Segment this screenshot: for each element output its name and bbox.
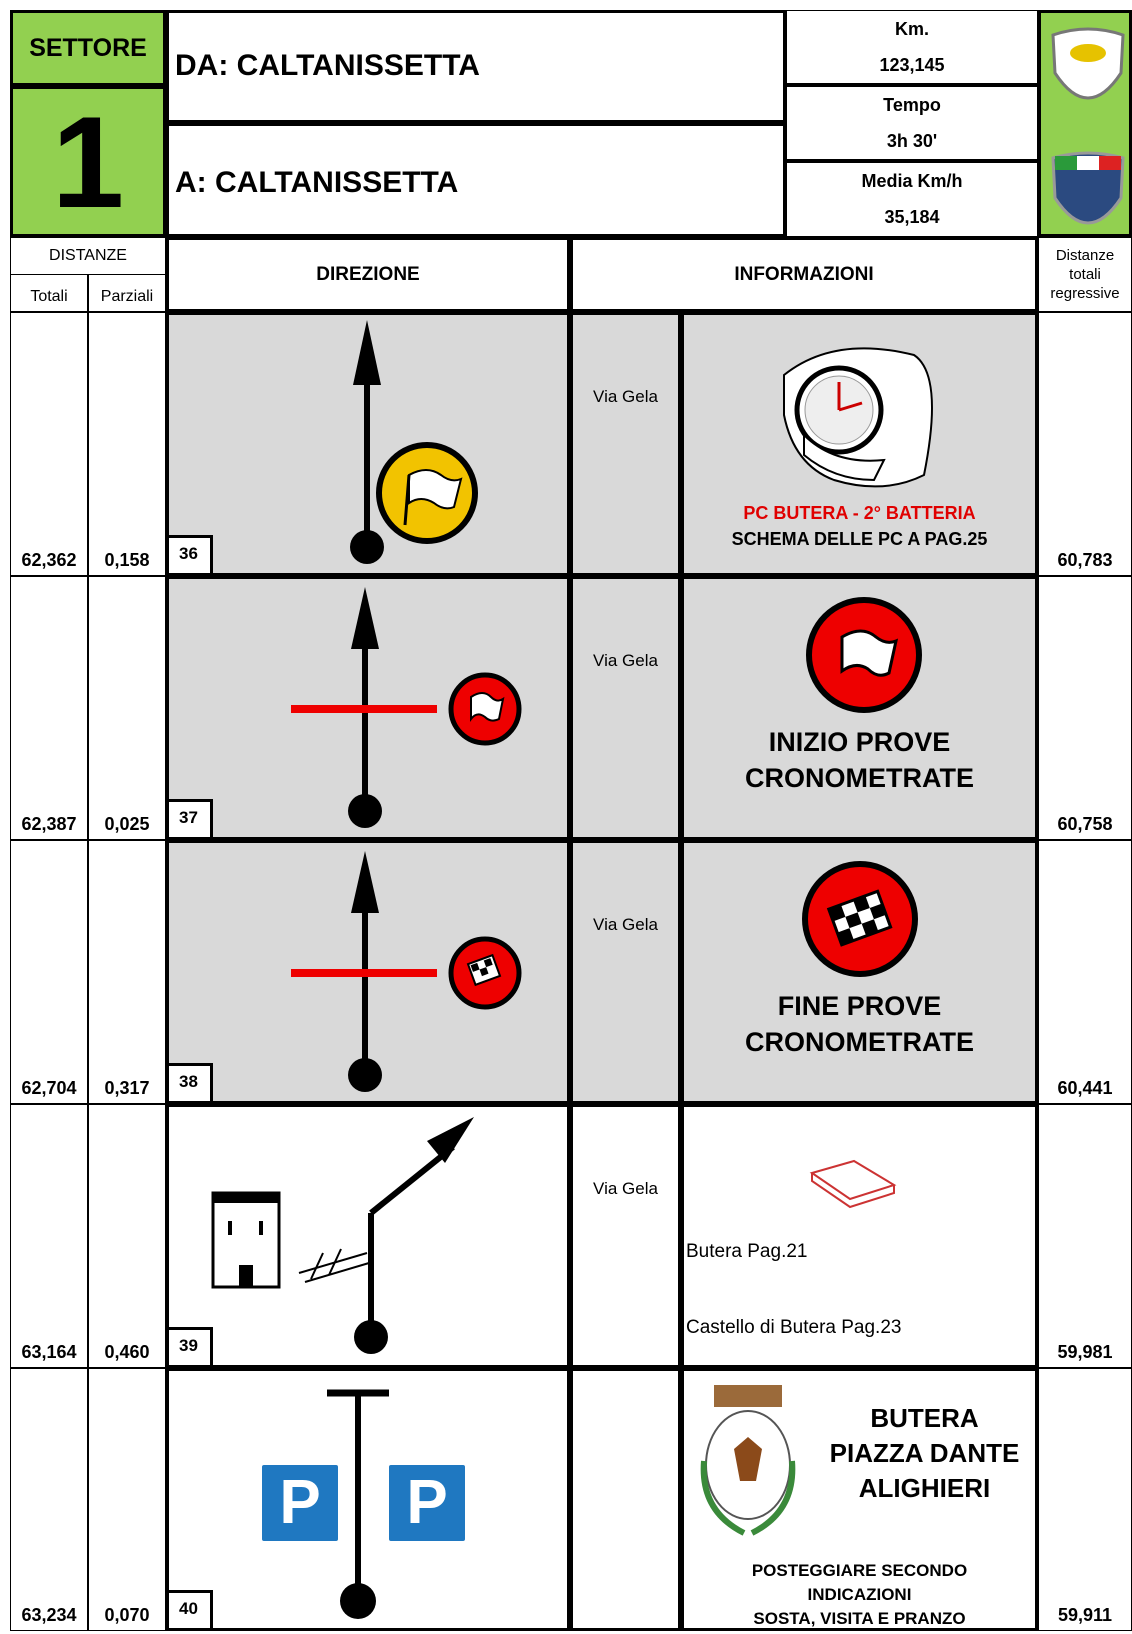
street: Via Gela bbox=[593, 651, 658, 670]
partial-cell: 0,158 bbox=[88, 312, 166, 576]
total-cell: 62,362 bbox=[10, 312, 88, 576]
km-label: Km. bbox=[786, 10, 1038, 48]
info-cell: FINE PROVE CRONOMETRATE bbox=[681, 840, 1038, 1104]
info-line: Butera Pag.21 bbox=[686, 1241, 808, 1262]
info-cell: BUTERA PIAZZA DANTE ALIGHIERI POSTEGGIAR… bbox=[681, 1368, 1038, 1631]
step-number: 36 bbox=[169, 535, 213, 573]
finish-flag-icon bbox=[802, 861, 918, 977]
start-flag-icon bbox=[806, 597, 922, 713]
direction-cell: 38 bbox=[166, 840, 570, 1104]
step-number: 37 bbox=[169, 799, 213, 837]
direction-cell: 36 bbox=[166, 312, 570, 576]
street-cell: Via Gela bbox=[570, 1104, 681, 1368]
direction-diagram bbox=[350, 320, 478, 564]
total: 62,362 bbox=[21, 550, 77, 570]
total: 62,387 bbox=[21, 814, 77, 834]
direction-diagram bbox=[211, 1117, 474, 1354]
col-direction: DIREZIONE bbox=[166, 237, 570, 312]
partial-cell: 0,070 bbox=[88, 1368, 166, 1631]
direction-cell: P P 40 bbox=[166, 1368, 570, 1631]
info-line: CRONOMETRATE bbox=[745, 1027, 974, 1057]
regressive-cell: 60,783 bbox=[1038, 312, 1132, 576]
step-number: 40 bbox=[169, 1590, 213, 1628]
partial-cell: 0,317 bbox=[88, 840, 166, 1104]
svg-text:P: P bbox=[279, 1468, 320, 1537]
street: Via Gela bbox=[593, 387, 658, 406]
total-cell: 63,164 bbox=[10, 1104, 88, 1368]
col-information: INFORMAZIONI bbox=[570, 237, 1038, 312]
to: A: CALTANISSETTA bbox=[166, 123, 786, 237]
col-regressive: Distanze totali regressive bbox=[1038, 237, 1132, 312]
regressive-cell: 60,441 bbox=[1038, 840, 1132, 1104]
direction-cell: 39 bbox=[166, 1104, 570, 1368]
regressive-cell: 59,981 bbox=[1038, 1104, 1132, 1368]
regressive: 60,758 bbox=[1057, 814, 1113, 834]
info-cell: PC BUTERA - 2° BATTERIA SCHEMA DELLE PC … bbox=[681, 312, 1038, 576]
direction-diagram bbox=[291, 851, 522, 1092]
partial: 0,317 bbox=[104, 1078, 150, 1098]
avg-label: Media Km/h bbox=[786, 162, 1038, 199]
regressive-cell: 60,758 bbox=[1038, 576, 1132, 840]
street-cell bbox=[570, 1368, 681, 1631]
total: 62,704 bbox=[21, 1078, 77, 1098]
info-line: BUTERA bbox=[870, 1403, 979, 1433]
book-icon bbox=[809, 1159, 897, 1209]
col-distances: DISTANZE bbox=[10, 237, 166, 274]
col-totals: Totali bbox=[10, 274, 88, 312]
regressive: 59,911 bbox=[1057, 1605, 1113, 1625]
info-line: PC BUTERA - 2° BATTERIA bbox=[743, 503, 976, 523]
total-cell: 62,704 bbox=[10, 840, 88, 1104]
time: 3h 30' bbox=[786, 124, 1038, 162]
partial: 0,070 bbox=[104, 1605, 150, 1625]
info-line: PIAZZA DANTE bbox=[829, 1438, 1020, 1468]
logos bbox=[1038, 10, 1132, 237]
regressive: 60,441 bbox=[1057, 1078, 1113, 1098]
partial-cell: 0,460 bbox=[88, 1104, 166, 1368]
total: 63,164 bbox=[21, 1342, 77, 1362]
direction-cell: 37 bbox=[166, 576, 570, 840]
info-cell: INIZIO PROVE CRONOMETRATE bbox=[681, 576, 1038, 840]
total-cell: 63,234 bbox=[10, 1368, 88, 1631]
info-line: FINE PROVE bbox=[777, 991, 942, 1021]
avg: 35,184 bbox=[786, 199, 1038, 237]
info-line: INDICAZIONI bbox=[807, 1585, 912, 1604]
info-line: CRONOMETRATE bbox=[745, 763, 974, 793]
col-partials: Parziali bbox=[88, 274, 166, 312]
step-number: 39 bbox=[169, 1327, 213, 1365]
time-label: Tempo bbox=[786, 86, 1038, 124]
stopwatch-icon bbox=[783, 347, 933, 488]
street-cell: Via Gela bbox=[570, 576, 681, 840]
sector-label: SETTORE bbox=[10, 10, 166, 86]
logo-icons bbox=[1051, 27, 1125, 225]
street-cell: Via Gela bbox=[570, 312, 681, 576]
regressive: 60,783 bbox=[1057, 550, 1113, 570]
street-cell: Via Gela bbox=[570, 840, 681, 1104]
info-line: SOSTA, VISITA E PRANZO bbox=[753, 1609, 966, 1628]
partial-cell: 0,025 bbox=[88, 576, 166, 840]
total-cell: 62,387 bbox=[10, 576, 88, 840]
sector-number: 1 bbox=[10, 86, 166, 237]
step-number: 38 bbox=[169, 1063, 213, 1101]
info-line: POSTEGGIARE SECONDO bbox=[751, 1561, 968, 1580]
partial: 0,460 bbox=[104, 1342, 150, 1362]
info-line: Castello di Butera Pag.23 bbox=[686, 1317, 902, 1338]
from: DA: CALTANISSETTA bbox=[166, 10, 786, 123]
svg-text:P: P bbox=[406, 1468, 447, 1537]
street: Via Gela bbox=[593, 1179, 658, 1198]
crest-icon bbox=[694, 1381, 814, 1541]
direction-diagram: P P bbox=[258, 1389, 469, 1619]
regressive-cell: 59,911 bbox=[1038, 1368, 1132, 1631]
partial: 0,158 bbox=[104, 550, 150, 570]
partial: 0,025 bbox=[104, 814, 150, 834]
regressive: 59,981 bbox=[1057, 1342, 1113, 1362]
info-line: ALIGHIERI bbox=[858, 1473, 991, 1503]
street: Via Gela bbox=[593, 915, 658, 934]
total: 63,234 bbox=[21, 1605, 77, 1625]
info-cell: Butera Pag.21 Castello di Butera Pag.23 bbox=[681, 1104, 1038, 1368]
info-line: INIZIO PROVE bbox=[768, 727, 951, 757]
info-line: SCHEMA DELLE PC A PAG.25 bbox=[731, 529, 988, 549]
direction-diagram bbox=[291, 587, 522, 828]
km: 123,145 bbox=[786, 48, 1038, 86]
